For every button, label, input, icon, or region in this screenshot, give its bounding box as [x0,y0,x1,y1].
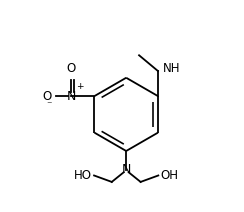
Text: HO: HO [74,169,92,182]
Text: NH: NH [163,62,181,75]
Text: O: O [42,89,51,103]
Text: OH: OH [160,169,178,182]
Text: +: + [76,82,83,91]
Text: N: N [67,89,76,103]
Text: O: O [67,62,76,75]
Text: ⁻: ⁻ [46,101,51,111]
Text: N: N [122,163,131,176]
